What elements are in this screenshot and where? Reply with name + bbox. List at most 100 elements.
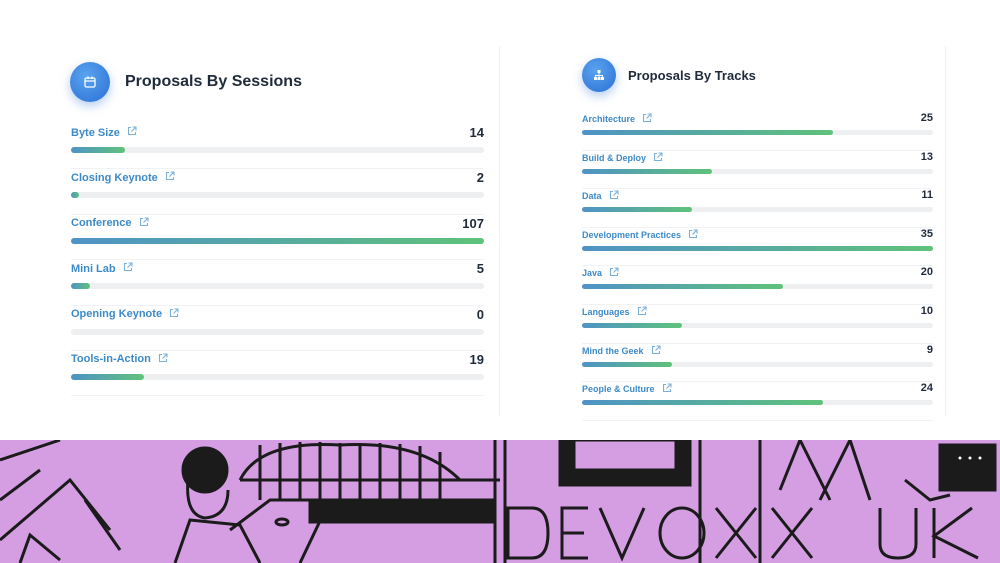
row-label-text: Languages: [582, 306, 630, 317]
progress-fill: [582, 130, 833, 135]
sessions-row-mini-lab: Mini Lab 5: [71, 260, 484, 306]
proposal-count: 24: [920, 382, 933, 395]
progress-fill: [582, 245, 933, 251]
sessions-panel: Proposals By Sessions Byte Size 14 Closing…: [52, 46, 500, 416]
proposal-count: 11: [921, 189, 933, 202]
external-link-icon[interactable]: [127, 126, 137, 139]
tracks-link-mind-the-geek[interactable]: Mind the Geek: [582, 345, 661, 357]
row-label-text: Tools-in-Action: [71, 353, 151, 366]
progress-fill: [71, 192, 79, 199]
progress-track: [582, 361, 933, 367]
progress-fill: [582, 361, 673, 367]
row-label-text: Java: [582, 268, 603, 279]
proposal-count: 19: [469, 351, 484, 367]
tracks-link-people-culture[interactable]: People & Culture: [582, 383, 672, 395]
external-link-icon[interactable]: [653, 152, 663, 164]
row-label-text: Architecture: [582, 114, 636, 124]
external-link-icon[interactable]: [609, 267, 619, 279]
external-link-icon[interactable]: [169, 308, 179, 321]
sessions-row-opening-keynote: Opening Keynote 0: [71, 306, 484, 351]
row-label-text: Build & Deploy: [582, 152, 647, 163]
tracks-row-architecture: Architecture 25: [582, 112, 933, 151]
tracks-row-development-practices: Development Practices 35: [582, 228, 933, 267]
tracks-row-build-deploy: Build & Deploy 13: [582, 151, 933, 190]
sessions-link-opening-keynote[interactable]: Opening Keynote: [71, 308, 179, 321]
progress-track: [71, 237, 484, 244]
row-label-text: Closing Keynote: [71, 171, 158, 184]
progress-fill: [71, 237, 484, 244]
sessions-list: Byte Size 14 Closing Keynote 2 Conference 107…: [71, 124, 484, 397]
row-label-text: Mind the Geek: [582, 345, 644, 356]
tracks-panel: Proposals By Tracks Architecture 25 Build …: [564, 46, 946, 421]
tracks-row-mind-the-geek: Mind the Geek 9: [582, 344, 933, 383]
devoxx-uk-banner: [0, 440, 1000, 563]
tracks-link-java[interactable]: Java: [582, 267, 619, 279]
calendar-icon: [70, 62, 110, 102]
progress-fill: [71, 373, 145, 380]
sessions-link-closing-keynote[interactable]: Closing Keynote: [71, 171, 175, 184]
progress-fill: [71, 283, 91, 290]
external-link-icon[interactable]: [165, 171, 175, 184]
progress-track: [582, 207, 933, 213]
progress-fill: [582, 284, 783, 290]
sitemap-icon: [582, 58, 616, 92]
progress-fill: [582, 322, 683, 328]
sessions-title: Proposals By Sessions: [125, 73, 302, 90]
sessions-link-tools-in-action[interactable]: Tools-in-Action: [71, 353, 168, 366]
progress-fill: [582, 207, 693, 213]
tracks-row-data: Data 11: [582, 189, 933, 228]
proposal-count: 20: [920, 266, 933, 279]
proposal-count: 10: [920, 304, 933, 317]
external-link-icon[interactable]: [662, 383, 672, 395]
progress-fill: [582, 168, 713, 174]
external-link-icon[interactable]: [123, 262, 133, 275]
tracks-header: Proposals By Tracks: [582, 58, 756, 92]
row-label-text: Data: [582, 191, 602, 202]
proposal-count: 35: [920, 227, 933, 240]
progress-track: [582, 245, 933, 251]
proposal-count: 9: [926, 343, 933, 356]
tracks-link-languages[interactable]: Languages: [582, 306, 647, 318]
row-label-text: Byte Size: [71, 126, 120, 139]
proposal-count: 5: [476, 261, 484, 277]
sessions-row-tools-in-action: Tools-in-Action 19: [71, 351, 484, 397]
row-label-text: Mini Lab: [71, 262, 116, 275]
external-link-icon[interactable]: [651, 345, 661, 357]
progress-track: [582, 168, 933, 174]
progress-track: [582, 322, 933, 328]
external-link-icon[interactable]: [139, 217, 149, 230]
row-label-text: Development Practices: [582, 229, 682, 240]
external-link-icon[interactable]: [609, 190, 619, 202]
proposal-count: 14: [469, 125, 484, 140]
proposal-count: 13: [920, 150, 933, 163]
external-link-icon[interactable]: [158, 353, 168, 366]
tracks-link-development-practices[interactable]: Development Practices: [582, 229, 698, 241]
tracks-row-java: Java 20: [582, 266, 933, 305]
tracks-title: Proposals By Tracks: [628, 67, 756, 83]
sessions-row-closing-keynote: Closing Keynote 2: [71, 169, 484, 215]
progress-track: [71, 147, 484, 153]
progress-track: [582, 284, 933, 290]
progress-fill: [582, 400, 823, 406]
tracks-link-build-deploy[interactable]: Build & Deploy: [582, 152, 663, 164]
proposal-count: 107: [462, 215, 484, 231]
tracks-row-languages: Languages 10: [582, 305, 933, 344]
sessions-link-conference[interactable]: Conference: [71, 217, 149, 230]
sessions-link-byte-size[interactable]: Byte Size: [71, 126, 137, 139]
progress-fill: [71, 147, 126, 153]
progress-track: [582, 400, 933, 406]
proposal-count: 25: [920, 112, 933, 124]
banner-illustration: [0, 440, 997, 563]
progress-track: [71, 283, 484, 290]
progress-track: [71, 373, 484, 380]
tracks-link-architecture[interactable]: Architecture: [582, 113, 652, 125]
sessions-link-mini-lab[interactable]: Mini Lab: [71, 262, 133, 275]
external-link-icon[interactable]: [688, 229, 698, 241]
external-link-icon[interactable]: [642, 113, 652, 125]
row-label-text: Conference: [71, 217, 132, 230]
progress-track: [71, 192, 484, 199]
row-label-text: Opening Keynote: [71, 308, 163, 321]
tracks-row-people-culture: People & Culture 24: [582, 382, 933, 421]
tracks-link-data[interactable]: Data: [582, 190, 619, 202]
external-link-icon[interactable]: [637, 306, 647, 318]
